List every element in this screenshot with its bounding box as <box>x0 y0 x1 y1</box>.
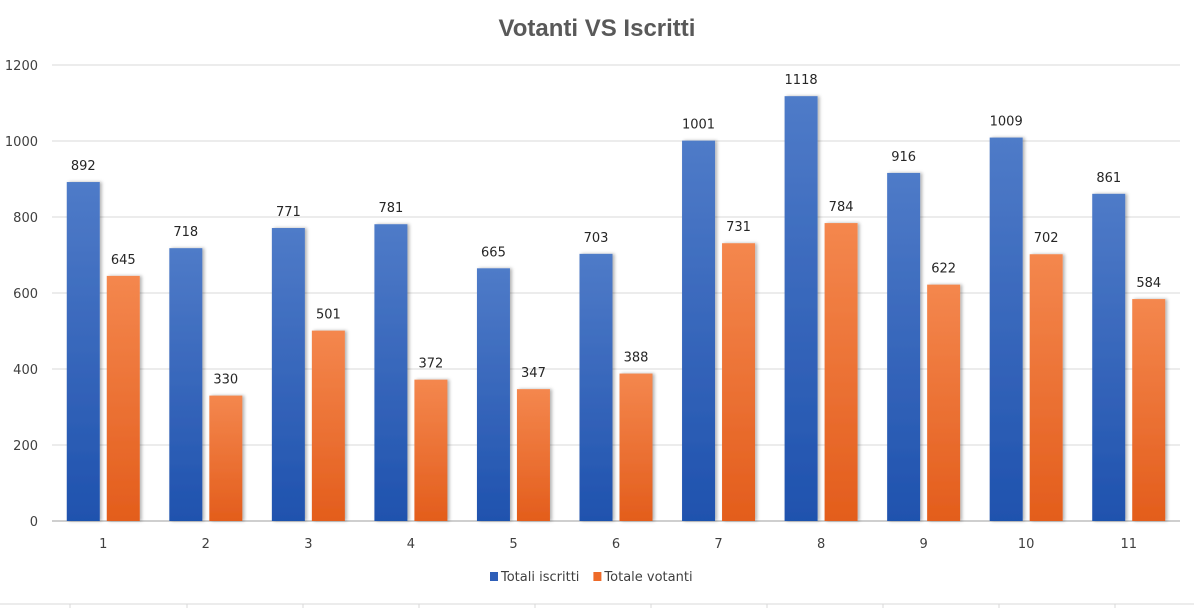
data-label: 916 <box>891 150 916 165</box>
chart-title: Votanti VS Iscritti <box>499 15 696 42</box>
x-tick-label: 3 <box>304 537 312 552</box>
bar-votanti[interactable] <box>209 395 243 521</box>
y-tick-label: 200 <box>13 439 38 454</box>
data-label: 1118 <box>785 73 818 88</box>
data-label: 892 <box>71 159 96 174</box>
data-label: 501 <box>316 308 341 323</box>
x-tick-label: 10 <box>1018 537 1035 552</box>
data-label: 771 <box>276 205 301 220</box>
data-label: 330 <box>213 373 238 388</box>
data-label: 388 <box>624 351 649 366</box>
bar-iscritti[interactable] <box>476 268 510 521</box>
data-label: 702 <box>1034 231 1059 246</box>
x-tick-label: 11 <box>1120 537 1137 552</box>
data-label: 372 <box>418 357 443 372</box>
x-tick-label: 7 <box>714 537 722 552</box>
x-tick-label: 6 <box>612 537 620 552</box>
bar-votanti[interactable] <box>311 330 345 521</box>
bar-votanti[interactable] <box>1132 299 1166 521</box>
bar-iscritti[interactable] <box>989 137 1023 521</box>
data-label: 703 <box>584 231 609 246</box>
bar-iscritti[interactable] <box>682 140 716 521</box>
bar-iscritti[interactable] <box>1092 193 1126 521</box>
x-tick-label: 1 <box>99 537 107 552</box>
x-tick-label: 5 <box>509 537 517 552</box>
y-tick-label: 1000 <box>5 135 38 150</box>
legend-label: Totali iscritti <box>500 570 579 585</box>
y-tick-label: 0 <box>30 515 38 530</box>
data-label: 645 <box>111 253 136 268</box>
data-label: 718 <box>173 225 198 240</box>
y-tick-label: 1200 <box>5 59 38 74</box>
data-label: 781 <box>378 201 403 216</box>
bar-votanti[interactable] <box>106 275 140 521</box>
data-label: 731 <box>726 220 751 235</box>
bar-iscritti[interactable] <box>784 96 818 521</box>
bar-votanti[interactable] <box>824 223 858 521</box>
y-tick-label: 600 <box>13 287 38 302</box>
bar-iscritti[interactable] <box>374 224 408 521</box>
bar-votanti[interactable] <box>619 373 653 521</box>
bar-iscritti[interactable] <box>579 253 613 522</box>
bar-votanti[interactable] <box>414 379 448 521</box>
legend-label: Totale votanti <box>603 570 692 585</box>
y-tick-label: 400 <box>13 363 38 378</box>
data-label: 622 <box>931 262 956 277</box>
bar-votanti[interactable] <box>722 243 756 521</box>
x-tick-label: 4 <box>407 537 415 552</box>
data-label: 784 <box>829 200 854 215</box>
y-tick-label: 800 <box>13 211 38 226</box>
x-tick-label: 9 <box>919 537 927 552</box>
data-label: 1009 <box>990 115 1023 130</box>
data-label: 347 <box>521 366 546 381</box>
data-label: 665 <box>481 245 506 260</box>
data-label: 1001 <box>682 118 715 133</box>
bar-votanti[interactable] <box>927 284 961 521</box>
bar-iscritti[interactable] <box>271 228 305 521</box>
bar-iscritti[interactable] <box>169 248 203 521</box>
x-tick-label: 2 <box>202 537 210 552</box>
data-label: 861 <box>1096 171 1121 186</box>
bar-votanti[interactable] <box>516 389 550 521</box>
x-tick-label: 8 <box>817 537 825 552</box>
data-label: 584 <box>1136 276 1161 291</box>
bar-iscritti[interactable] <box>887 172 921 522</box>
legend-swatch <box>490 572 498 581</box>
bar-iscritti[interactable] <box>66 182 100 522</box>
legend-swatch <box>593 572 602 581</box>
bar-votanti[interactable] <box>1029 254 1063 522</box>
